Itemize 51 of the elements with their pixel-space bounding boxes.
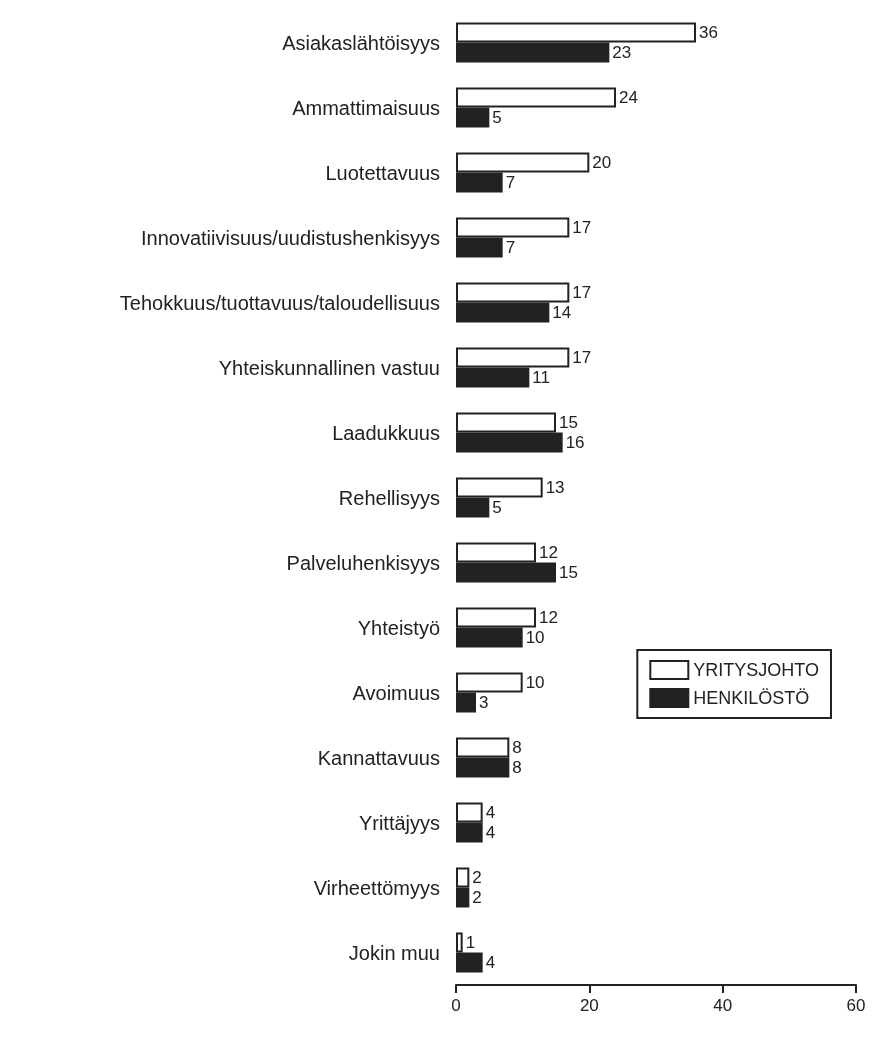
data-label: 4 [485, 823, 496, 842]
data-label: 3 [479, 693, 489, 712]
data-label: 23 [612, 43, 632, 62]
data-label: 2 [472, 888, 482, 907]
y-tick-label: Yhteiskunnallinen vastuu [218, 356, 440, 379]
data-label: 12 [539, 543, 558, 562]
y-tick-label: Yhteistyö [357, 616, 440, 639]
data-label: 36 [699, 23, 718, 42]
y-tick-label: Tehokkuus/tuottavuus/taloudellisuus [119, 291, 440, 314]
data-label: 5 [492, 498, 502, 517]
legend-label: YRITYSJOHTO [693, 660, 819, 680]
data-label: 14 [552, 303, 572, 322]
data-label: 7 [505, 173, 516, 192]
y-tick-label: Ammattimaisuus [292, 96, 440, 119]
data-label: 17 [572, 283, 592, 302]
x-tick-label: 20 [579, 996, 599, 1015]
x-tick-label: 60 [846, 996, 866, 1015]
data-label: 17 [572, 218, 592, 237]
data-label: 10 [525, 628, 545, 647]
data-label: 8 [512, 758, 522, 777]
data-label: 17 [572, 348, 592, 367]
data-label: 20 [592, 153, 612, 172]
data-label: 11 [532, 368, 550, 387]
data-label: 13 [545, 478, 565, 497]
data-label: 15 [559, 563, 578, 582]
y-tick-label: Yrittäjyys [358, 811, 440, 834]
data-label: 2 [472, 868, 482, 887]
data-label: 16 [565, 433, 585, 452]
y-tick-label: Jokin muu [348, 941, 440, 964]
data-label: 4 [485, 953, 496, 972]
y-tick-label: Rehellisyys [338, 486, 440, 509]
data-label: 5 [492, 108, 502, 127]
data-label: 24 [619, 88, 638, 107]
y-tick-label: Kannattavuus [317, 746, 440, 769]
y-tick-label: Innovatiivisuus/uudistushenkisyys [140, 226, 440, 249]
data-label: 4 [485, 803, 496, 822]
data-label: 10 [525, 673, 545, 692]
legend-label: HENKILÖSTÖ [693, 688, 810, 708]
y-tick-label: Luotettavuus [325, 161, 440, 184]
data-label: 8 [512, 738, 522, 757]
y-tick-label: Avoimuus [352, 681, 440, 704]
y-tick-label: Palveluhenkisyys [286, 551, 440, 574]
x-tick-label: 40 [713, 996, 733, 1015]
y-tick-label: Laadukkuus [332, 421, 440, 444]
data-label: 1 [465, 933, 476, 952]
data-label: 15 [559, 413, 578, 432]
data-label: 7 [505, 238, 516, 257]
data-label: 12 [539, 608, 558, 627]
y-tick-label: Asiakaslähtöisyys [282, 31, 440, 54]
y-tick-label: Virheettömyys [313, 876, 440, 899]
x-tick-label: 0 [451, 996, 461, 1015]
